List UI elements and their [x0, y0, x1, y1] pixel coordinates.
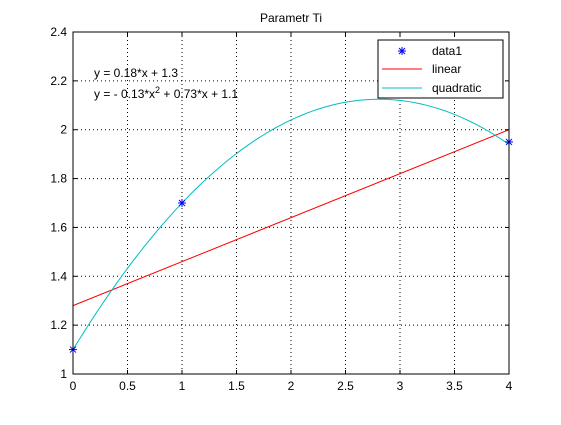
x-tick-label: 0.5	[119, 379, 136, 393]
y-tick-label: 2.4	[50, 25, 67, 39]
series-line-quadratic	[72, 98, 510, 350]
quadratic-equation-exponent: 2	[155, 85, 160, 95]
quadratic-equation-suffix: + 0.73*x + 1.1	[160, 87, 238, 101]
legend: data1 linear quadratic	[377, 39, 504, 99]
x-tick-label: 0	[70, 379, 77, 393]
legend-label-data1: data1	[432, 44, 462, 58]
y-tick-label: 1.8	[50, 172, 67, 186]
data1-point-stroke	[178, 199, 186, 207]
legend-marker-data1	[398, 47, 406, 55]
y-tick-label: 2	[60, 123, 67, 137]
legend-label-linear: linear	[432, 62, 461, 76]
y-tick-label: 1	[60, 367, 67, 381]
x-tick-label: 1.5	[228, 379, 245, 393]
series-line-linear	[72, 129, 510, 307]
quadratic-equation-prefix: y = - 0.13*x	[94, 87, 155, 101]
quadratic-equation-annotation: y = - 0.13*x2 + 0.73*x + 1.1	[94, 85, 238, 101]
data1-point	[178, 199, 186, 207]
ticks: 0 0.5 1 1.5 2 2.5 3 3.5 4 1 1.2 1.4 1.6 1.8 2 2.2 2.4	[50, 25, 512, 393]
x-tick-label: 3.5	[446, 379, 463, 393]
annotations: y = 0.18*x + 1.3 y = - 0.13*x2 + 0.73*x …	[94, 66, 238, 101]
y-tick-label: 1.6	[50, 220, 67, 234]
grid	[73, 32, 509, 374]
linear-equation-annotation: y = 0.18*x + 1.3	[94, 66, 178, 80]
legend-entry-data1: data1	[398, 44, 462, 58]
legend-entry-quadratic: quadratic	[382, 81, 481, 95]
chart-title: Parametr Ti	[260, 11, 322, 25]
y-tick-label: 2.2	[50, 74, 67, 88]
y-tick-label: 1.4	[50, 269, 67, 283]
legend-entry-linear: linear	[382, 62, 461, 76]
legend-label-quadratic: quadratic	[432, 81, 481, 95]
x-tick-label: 2.5	[337, 379, 354, 393]
x-tick-label: 4	[506, 379, 513, 393]
x-tick-label: 2	[288, 379, 295, 393]
y-tick-label: 1.2	[50, 318, 67, 332]
x-tick-label: 3	[397, 379, 404, 393]
x-tick-label: 1	[179, 379, 186, 393]
